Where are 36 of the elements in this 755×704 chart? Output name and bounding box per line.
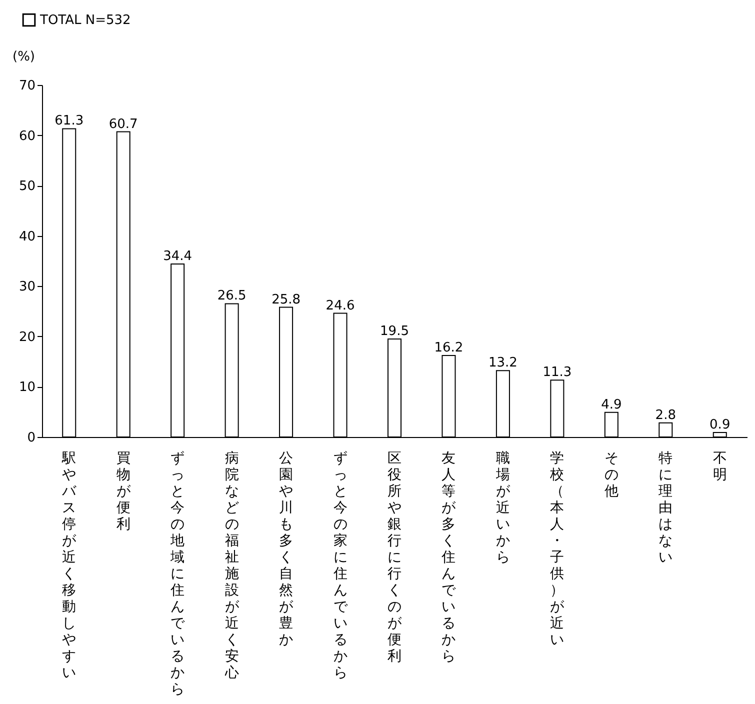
y-tick-label: 0 [27, 430, 36, 446]
x-tick-label: 職場が近いから [494, 450, 511, 566]
data-label: 0.9 [710, 417, 730, 432]
data-label: 25.8 [272, 292, 301, 308]
category-label: 区役所や銀行に行くのが便利 [388, 450, 402, 664]
y-tick-label: 10 [18, 380, 36, 396]
category-label: 公園や川も多く自然が豊か [279, 450, 294, 648]
data-label: 26.5 [217, 288, 246, 304]
data-label: 13.2 [488, 356, 518, 371]
x-tick-label: 特に理由はない [658, 450, 673, 566]
x-tick-label: その他 [604, 450, 618, 500]
y-tick-label: 30 [18, 280, 36, 295]
category-label: ずっと今の家に住んでいるから [333, 450, 348, 681]
y-axis-title: (%) [12, 50, 35, 64]
y-tick-label: 70 [18, 78, 36, 94]
y-tick-label: 20 [18, 330, 36, 345]
y-tick-label: 40 [18, 229, 36, 244]
data-label: 34.4 [163, 249, 192, 264]
data-label: 19.5 [380, 324, 409, 339]
x-tick-label: 不明 [712, 450, 727, 483]
y-tick-label: 60 [18, 128, 36, 144]
legend-label: TOTAL N=532 [39, 13, 131, 28]
data-label: 61.3 [54, 114, 84, 129]
category-label: 病院などの福祉施設が近く安心 [224, 450, 239, 681]
data-label: 60.7 [108, 116, 138, 132]
category-label: ずっと今の地域に住んでいるから [170, 450, 185, 698]
category-label: 学校（本人・子供）が近い [550, 450, 564, 648]
y-tick-label: 50 [18, 179, 36, 194]
x-tick-label: 買物が便利 [116, 450, 132, 532]
data-label: 16.2 [434, 340, 464, 356]
data-label: 11.3 [542, 365, 572, 380]
category-label: 駅やバス停が近く移動しやすい [62, 450, 76, 681]
data-label: 24.6 [326, 298, 355, 314]
data-label: 4.9 [601, 397, 622, 412]
data-label: 2.8 [655, 408, 676, 423]
category-label: 友人等が多く住んでいるから [442, 450, 456, 664]
